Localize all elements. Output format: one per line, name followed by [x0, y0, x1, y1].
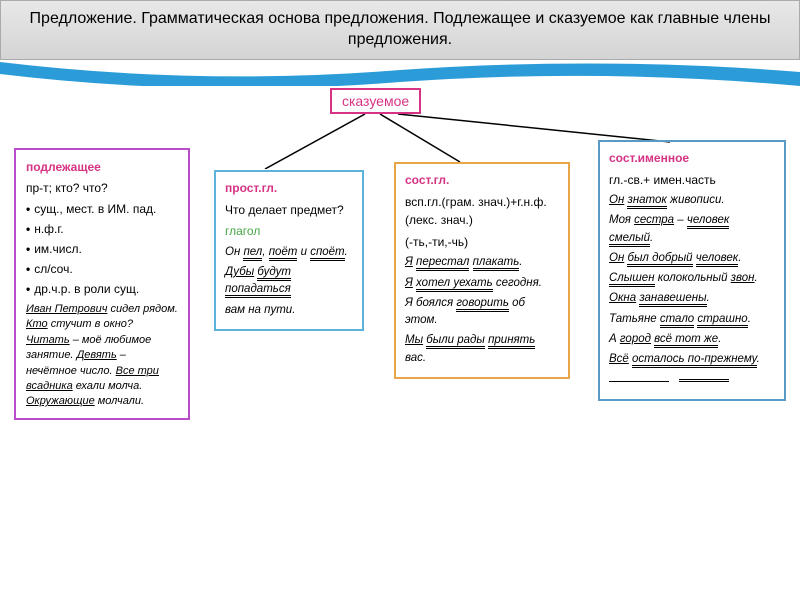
col2-note2: (-ть,-ти,-чь): [405, 233, 559, 252]
blank-example: [609, 371, 775, 388]
example: Слышен колокольный звон.: [609, 270, 775, 287]
example: Моя сестра – человек смелый.: [609, 212, 775, 247]
subject-box: подлежащее пр-т; кто? что? сущ., мест. в…: [14, 148, 190, 420]
compound-verb-column: сост.гл. всп.гл.(грам. знач.)+г.н.ф.(лек…: [394, 162, 570, 379]
example: Он пел, поёт и споёт.: [225, 244, 353, 261]
header: Предложение. Грамматическая основа предл…: [0, 0, 800, 60]
list-item: сущ., мест. в ИМ. пад.: [26, 200, 178, 218]
subject-list: сущ., мест. в ИМ. пад. н.ф.г. им.числ. с…: [26, 200, 178, 298]
predicate-label: сказуемое: [330, 88, 421, 114]
decorative-wave: [0, 58, 800, 86]
example: Я боялся говорить об этом.: [405, 295, 559, 330]
list-item: н.ф.г.: [26, 220, 178, 238]
example: Татьяне стало страшно.: [609, 311, 775, 328]
subject-sub: пр-т; кто? что?: [26, 179, 178, 197]
example: А город всё тот же.: [609, 331, 775, 348]
col1-heading: прост.гл.: [225, 179, 353, 198]
example: Всё осталось по-прежнему.: [609, 351, 775, 368]
predicate-text: сказуемое: [342, 93, 409, 109]
example: Я перестал плакать.: [405, 254, 559, 271]
list-item: др.ч.р. в роли сущ.: [26, 280, 178, 298]
col2-heading: сост.гл.: [405, 171, 559, 190]
example: Окна занавешены.: [609, 290, 775, 307]
example: Я хотел уехать сегодня.: [405, 275, 559, 292]
list-item: им.числ.: [26, 240, 178, 258]
example: Он знаток живописи.: [609, 192, 775, 209]
example: Мы были рады принять вас.: [405, 332, 559, 367]
example: Он был добрый человек.: [609, 250, 775, 267]
simple-verb-column: прост.гл. Что делает предмет? глагол Он …: [214, 170, 364, 331]
page-title: Предложение. Грамматическая основа предл…: [30, 10, 771, 48]
example-tail: вам на пути.: [225, 302, 353, 319]
example: Дубы будут попадаться: [225, 264, 353, 299]
col1-verb: глагол: [225, 222, 353, 241]
compound-nominal-column: сост.именное гл.-св.+ имен.часть Он знат…: [598, 140, 786, 401]
col1-question: Что делает предмет?: [225, 201, 353, 220]
subject-title: подлежащее: [26, 158, 178, 176]
col2-note1: всп.гл.(грам. знач.)+г.н.ф.(лекс. знач.): [405, 193, 559, 230]
col3-note: гл.-св.+ имен.часть: [609, 171, 775, 190]
list-item: сл/соч.: [26, 260, 178, 278]
subject-examples: Иван Петрович сидел рядом. Кто стучит в …: [26, 302, 178, 410]
col3-heading: сост.именное: [609, 149, 775, 168]
